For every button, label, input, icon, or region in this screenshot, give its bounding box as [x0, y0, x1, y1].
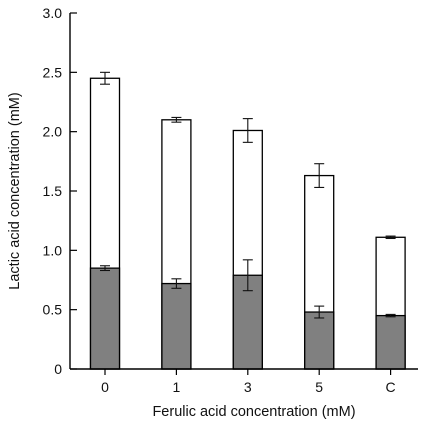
x-tick-label: C: [386, 379, 396, 395]
error-bar-total-0: [100, 71, 110, 85]
y-ticks-group: 0 0.5 1.0 1.5 2.0 2.5 3.0: [43, 5, 77, 377]
error-bar-lower-C: [385, 313, 396, 318]
error-bar-lower-3: [242, 259, 253, 292]
error-bar-lower-5: [314, 305, 325, 319]
error-bar-total-3: [242, 118, 253, 143]
x-tick-label: 5: [315, 379, 323, 395]
bar-lower-0: [89, 267, 121, 370]
bar-lower-5: [304, 311, 335, 370]
y-tick-label: 0.5: [43, 302, 63, 318]
error-bar-total-1: [171, 116, 182, 123]
y-tick-label: 2.0: [43, 124, 63, 140]
error-bar-total-C: [385, 235, 396, 240]
error-bar-total-5: [314, 163, 325, 188]
y-tick-label: 1.5: [43, 183, 63, 199]
y-tick-label: 3.0: [43, 5, 63, 21]
x-tick-label: 0: [101, 379, 109, 395]
x-axis-title: Ferulic acid concentration (mM): [152, 404, 355, 420]
bar-lower-C: [375, 314, 406, 370]
y-tick-label: 1.0: [43, 242, 63, 258]
x-tick-label: 1: [173, 379, 181, 395]
x-tick-label: 3: [244, 379, 252, 395]
y-axis-title: Lactic acid concentration (mM): [7, 92, 23, 289]
y-tick-label: 2.5: [43, 64, 63, 80]
x-ticks-group: 0 1 3 5 C: [101, 369, 396, 395]
y-tick-label: 0: [54, 361, 62, 377]
error-bar-lower-1: [171, 278, 182, 289]
bar-lower-1: [161, 282, 192, 370]
error-bar-lower-0: [100, 265, 110, 272]
bars-group: [89, 71, 406, 370]
